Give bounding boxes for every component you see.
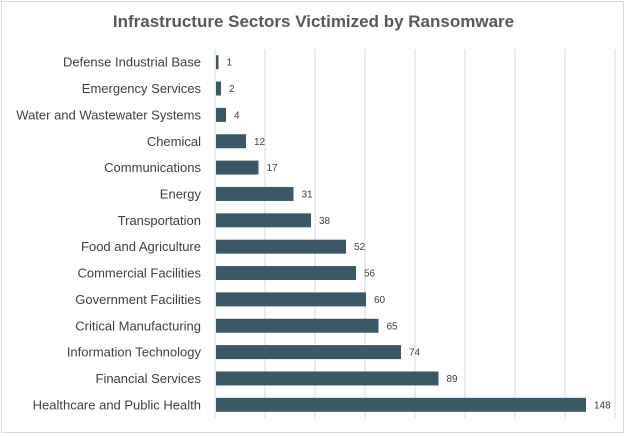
category-label: Water and Wastewater Systems: [16, 107, 201, 122]
data-label: 56: [364, 269, 376, 280]
category-label: Financial Services: [96, 371, 202, 386]
data-label: 52: [354, 242, 366, 253]
bar: [216, 266, 356, 281]
bar: [216, 397, 586, 412]
category-label: Transportation: [118, 213, 201, 228]
category-label: Energy: [160, 186, 202, 201]
data-label: 38: [319, 216, 331, 227]
chart-title: Infrastructure Sectors Victimized by Ran…: [112, 12, 515, 31]
category-label: Commercial Facilities: [77, 266, 201, 281]
data-label: 31: [302, 189, 314, 200]
bar: [216, 107, 226, 122]
category-label: Chemical: [147, 134, 201, 149]
category-label: Food and Agriculture: [81, 239, 201, 254]
bar: [216, 160, 259, 175]
category-label: Communications: [104, 160, 201, 175]
data-label: 74: [409, 348, 421, 359]
category-label: Information Technology: [67, 345, 202, 360]
data-label: 12: [254, 137, 266, 148]
bar: [216, 186, 294, 201]
data-label: 148: [594, 400, 611, 411]
bar: [216, 371, 439, 386]
category-label: Emergency Services: [82, 81, 202, 96]
category-label: Government Facilities: [75, 292, 201, 307]
category-label: Critical Manufacturing: [75, 318, 201, 333]
data-label: 17: [267, 163, 279, 174]
data-label: 4: [234, 110, 240, 121]
data-label: 89: [447, 374, 459, 385]
bar: [216, 134, 246, 149]
bar: [216, 213, 311, 228]
data-label: 60: [374, 295, 386, 306]
data-label: 1: [227, 58, 233, 69]
bar: [216, 345, 401, 360]
bar: [216, 55, 219, 70]
data-label: 65: [387, 321, 399, 332]
bar: [216, 318, 379, 333]
data-label: 2: [229, 84, 235, 95]
bar: [216, 292, 366, 307]
bar: [216, 81, 221, 96]
category-label: Healthcare and Public Health: [33, 397, 201, 412]
bar: [216, 239, 346, 254]
category-label: Defense Industrial Base: [63, 55, 201, 70]
